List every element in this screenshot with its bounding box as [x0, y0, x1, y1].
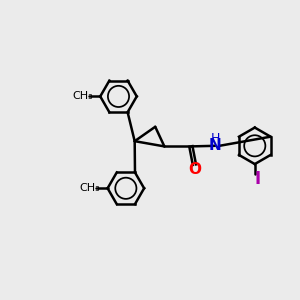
Text: N: N — [209, 138, 221, 153]
Text: H: H — [210, 132, 220, 145]
Text: CH₃: CH₃ — [80, 183, 100, 193]
Text: CH₃: CH₃ — [72, 92, 93, 101]
Text: O: O — [188, 163, 201, 178]
Text: I: I — [254, 170, 260, 188]
